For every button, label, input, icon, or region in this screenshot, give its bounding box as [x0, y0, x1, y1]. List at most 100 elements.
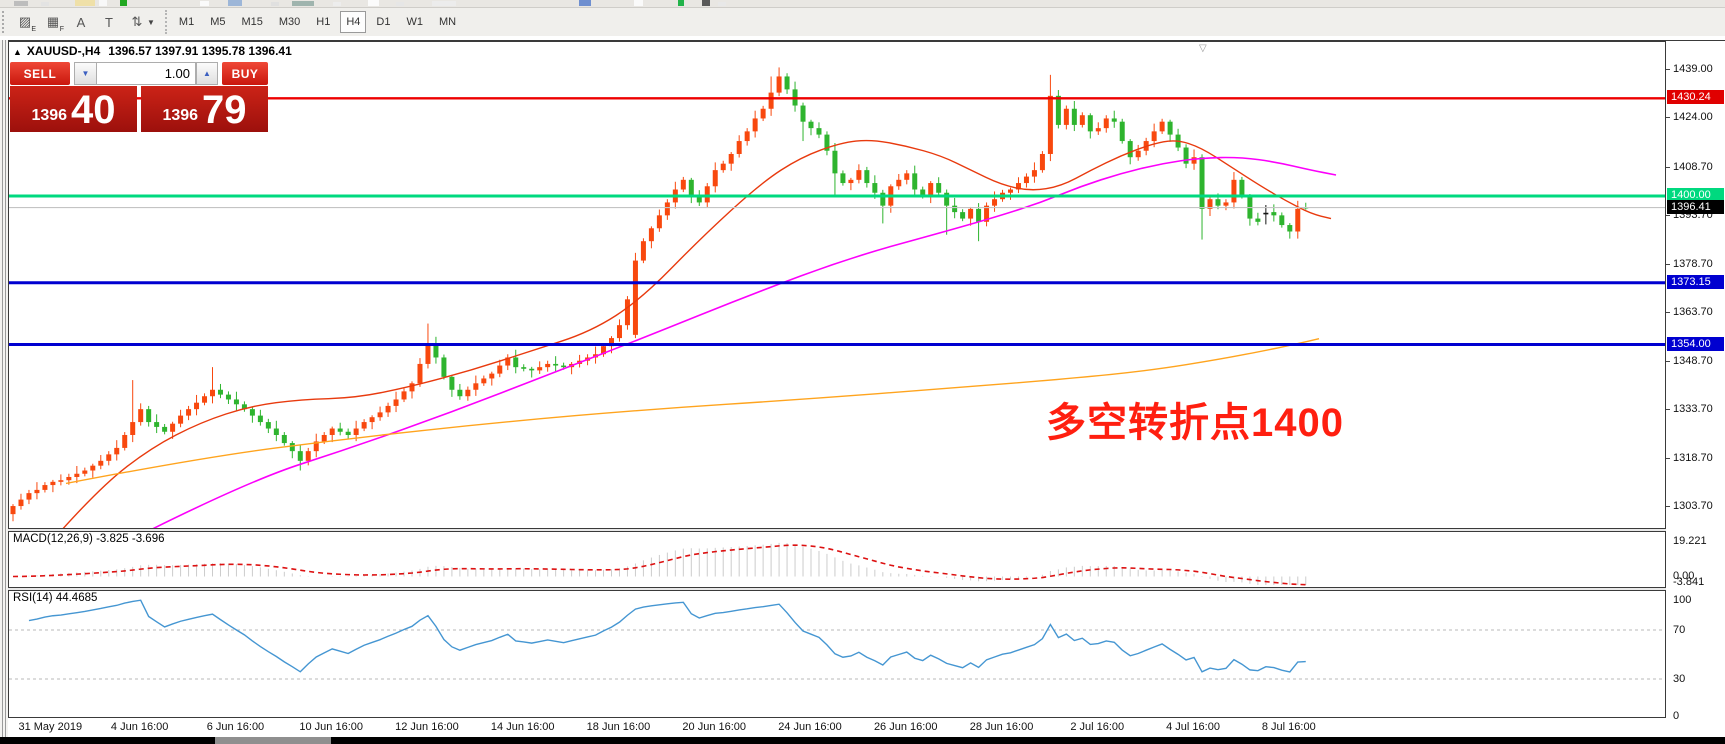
timeframe-button-h4[interactable]: H4 [340, 11, 367, 33]
price-tick-label: 1333.70 [1673, 403, 1713, 416]
sell-price-panel[interactable]: 1396 40 [10, 86, 137, 132]
ma-fast-red [62, 139, 1332, 528]
candle [744, 131, 750, 142]
price-tick [1666, 215, 1670, 217]
timeframe-button-h1[interactable]: H1 [316, 16, 331, 28]
candle [473, 383, 479, 390]
candle [736, 141, 742, 154]
timeframe-button-m30[interactable]: M30 [278, 16, 301, 28]
candle [1063, 108, 1069, 125]
candle [162, 426, 168, 432]
price-tick [1666, 166, 1670, 168]
ohlc-values: 1396.57 1397.91 1395.78 1396.41 [108, 44, 292, 58]
candle [154, 422, 160, 427]
text-a-icon[interactable]: A [76, 14, 86, 30]
candle [34, 489, 40, 494]
candle [1087, 115, 1093, 132]
timeframe-button-mn[interactable]: MN [438, 16, 457, 28]
chart-shift-marker[interactable]: ▽ [1199, 43, 1207, 54]
grid-f-icon[interactable]: ▦ F [46, 14, 64, 33]
timeframe-button-w1[interactable]: W1 [406, 16, 423, 28]
x-axis-label: 28 Jun 16:00 [969, 721, 1034, 733]
price-badge-1373.15: 1373.15 [1667, 274, 1724, 289]
candle [1047, 95, 1053, 154]
candle [305, 451, 311, 461]
buy-button[interactable]: BUY [222, 62, 268, 85]
candle [138, 409, 144, 423]
candle [273, 428, 279, 435]
price-axis[interactable]: 1439.00 1424.00 1408.70 1393.70 1378.70 1363.… [1666, 41, 1725, 737]
timeframe-button-m5[interactable]: M5 [210, 16, 226, 28]
candle [976, 208, 982, 222]
candle [1183, 147, 1189, 164]
candle [1287, 225, 1293, 232]
candle [529, 368, 535, 371]
candle [74, 473, 80, 477]
toolbar-icon-fragment [14, 1, 28, 6]
candle [1207, 199, 1213, 209]
candle [928, 183, 934, 196]
candle [241, 404, 247, 410]
timeframe-button-m1[interactable]: M1 [178, 16, 195, 28]
candle [808, 121, 814, 129]
candle [728, 153, 734, 164]
sell-button[interactable]: SELL [10, 62, 70, 85]
panel-splitter[interactable] [8, 529, 1725, 531]
x-axis-label: 24 Jun 16:00 [778, 721, 842, 733]
timeframe-button-d1[interactable]: D1 [376, 16, 391, 28]
toolbar-icon-fragment [702, 0, 710, 6]
panel-splitter[interactable] [8, 588, 1725, 590]
candle [1199, 157, 1205, 209]
candle [66, 476, 72, 481]
price-tick-label: 1363.70 [1673, 306, 1713, 319]
price-tick [1666, 312, 1670, 314]
candle [1295, 208, 1301, 232]
time-axis[interactable]: 31 May 2019 4 Jun 16:00 6 Jun 16:00 10 Jun … [8, 718, 1666, 736]
toolbar-icon-fragment [579, 0, 591, 6]
candle [433, 344, 439, 358]
buy-price-panel[interactable]: 1396 79 [141, 86, 268, 132]
volume-increase-button[interactable]: ▲ [196, 62, 218, 85]
ma-mid-magenta [152, 156, 1337, 528]
price-tick-label: 1318.70 [1673, 451, 1713, 464]
candle [561, 365, 567, 368]
candle [784, 76, 790, 90]
candle [122, 434, 128, 448]
candle [1103, 118, 1109, 129]
drawing-tools-group: ▨ E ▦ F A T ⇅ [11, 11, 151, 33]
candle [297, 451, 303, 461]
volume-decrease-button[interactable]: ▼ [74, 62, 96, 85]
price-badge-1354.00: 1354.00 [1667, 336, 1724, 351]
candle [720, 163, 726, 171]
main-price-chart[interactable] [8, 41, 1666, 529]
sell-price-small: 1396 [31, 107, 68, 124]
volume-input[interactable] [96, 62, 196, 85]
candle [601, 346, 607, 355]
x-axis-label: 18 Jun 16:00 [586, 721, 651, 733]
candlestick-canvas[interactable] [9, 42, 1665, 528]
candle [457, 389, 463, 397]
textbox-t-icon[interactable]: T [105, 14, 113, 30]
candle [369, 417, 375, 423]
toolbar-grip[interactable] [2, 11, 7, 33]
price-badge-1430.24: 1430.24 [1667, 90, 1724, 105]
candle [609, 338, 614, 347]
timeframe-button-m15[interactable]: M15 [241, 16, 263, 28]
one-click-trading-widget: SELL ▼ ▲ BUY 1396 40 1396 79 [10, 62, 268, 132]
macd-panel[interactable] [8, 531, 1666, 588]
candle [401, 391, 407, 400]
toolbar-separator [164, 10, 167, 34]
rsi-panel[interactable] [8, 590, 1666, 718]
dropdown-caret-icon[interactable]: ▼ [147, 17, 155, 27]
hatch-e-icon[interactable]: ▨ E [18, 14, 36, 33]
candle [1271, 212, 1277, 216]
arrange-arrows-icon[interactable]: ⇅ [131, 14, 143, 29]
bottom-bar-gap [215, 737, 331, 744]
macd-axis-label: 0.00 [1673, 569, 1695, 582]
candle [1159, 121, 1165, 132]
toolbar-icon-fragment [368, 0, 379, 6]
price-tick [1666, 69, 1670, 70]
candle [42, 485, 48, 490]
price-tick [1666, 506, 1670, 508]
x-axis-label: 4 Jun 16:00 [110, 721, 169, 733]
